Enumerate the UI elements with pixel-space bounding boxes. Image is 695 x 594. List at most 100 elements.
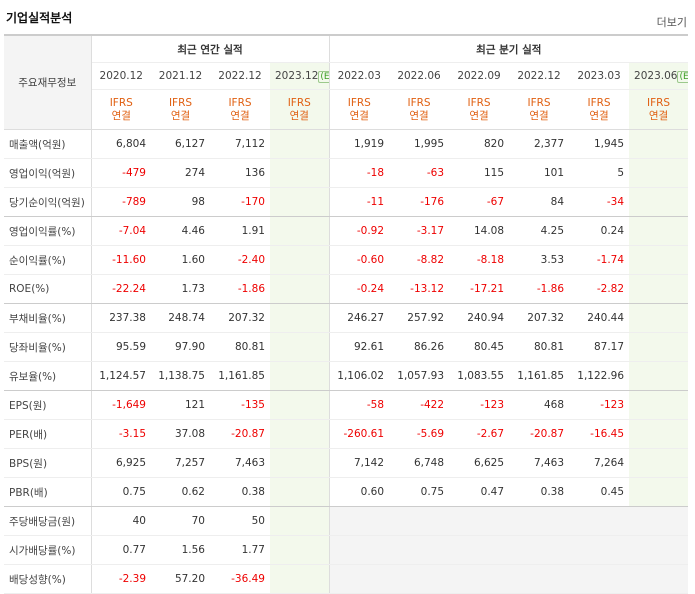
value-cell: 246.27 (328, 303, 390, 333)
period: 2022.12 (517, 70, 561, 82)
value-cell: -2.82 (569, 274, 630, 304)
financial-table: 주요재무정보 최근 연간 실적 최근 분기 실적 2020.12 2021.12 2022… (4, 34, 689, 594)
period: 2023.12 (275, 70, 319, 82)
value-cell: 1,161.85 (210, 361, 270, 391)
row-label: 유보율(%) (4, 361, 92, 391)
value-cell (270, 129, 330, 159)
value-cell: 2,377 (509, 129, 570, 159)
value-cell: -8.18 (449, 245, 510, 275)
row-label: 당기순이익(억원) (4, 187, 92, 217)
value-cell: 1,945 (569, 129, 630, 159)
value-cell: 207.32 (210, 303, 270, 333)
value-cell: -170 (210, 187, 270, 217)
value-cell (270, 216, 330, 246)
standard: IFRS (587, 96, 611, 109)
value-cell: 95.59 (91, 332, 151, 362)
value-cell (270, 535, 330, 565)
value-cell: 1,995 (389, 129, 450, 159)
value-cell (270, 332, 330, 362)
data-row: 당기순이익(억원) -789 98 -170 -11 -176 -67 84 -34 (4, 187, 689, 217)
value-cell: 5 (569, 158, 630, 188)
standard: IFRS (646, 96, 671, 109)
data-row: 부채비율(%) 237.38 248.74 207.32 246.27 257.92 240… (4, 303, 689, 333)
value-cell (569, 535, 630, 565)
value-cell: -1.74 (569, 245, 630, 275)
value-cell: -3.15 (91, 419, 151, 449)
value-cell: -8.82 (389, 245, 450, 275)
basis: 연결 (589, 109, 609, 122)
period: 2021.12 (158, 70, 203, 82)
value-cell: 4.46 (151, 216, 210, 246)
value-cell: -20.87 (509, 419, 570, 449)
standard-header: IFRS 연결 (389, 89, 450, 130)
data-row: 당좌비율(%) 95.59 97.90 80.81 92.61 86.26 80.45 80.… (4, 332, 689, 362)
group-header: 최근 분기 실적 (328, 34, 689, 63)
value-cell: -1.86 (509, 274, 570, 304)
standard: IFRS (228, 96, 252, 109)
value-cell: -17.21 (449, 274, 510, 304)
value-cell: -7.04 (91, 216, 151, 246)
data-row: 시가배당률(%) 0.77 1.56 1.77 (4, 535, 689, 565)
row-label: 영업이익(억원) (4, 158, 92, 188)
row-label: PBR(배) (4, 477, 92, 507)
value-cell: 4.25 (509, 216, 570, 246)
value-cell: -36.49 (210, 564, 270, 594)
value-cell (629, 187, 689, 217)
value-cell: -260.61 (328, 419, 390, 449)
period-header: 2021.12 (151, 62, 210, 90)
standard-header: IFRS 연결 (509, 89, 570, 130)
period: 2022.03 (337, 70, 381, 82)
value-cell: 0.38 (509, 477, 570, 507)
value-cell: 80.45 (449, 332, 510, 362)
value-cell (629, 158, 689, 188)
value-cell (270, 303, 330, 333)
period-header: 2023.06(E) (629, 62, 689, 90)
standard-header: IFRS 연결 (569, 89, 630, 130)
data-row: 매출액(억원) 6,804 6,127 7,112 1,919 1,995 820 2,377… (4, 129, 689, 159)
value-cell: 7,463 (210, 448, 270, 478)
value-cell: 0.47 (449, 477, 510, 507)
standard: IFRS (527, 96, 551, 109)
value-cell: -2.67 (449, 419, 510, 449)
value-cell (629, 245, 689, 275)
section-title: 기업실적분석 (6, 11, 73, 25)
basis: 연결 (469, 109, 489, 122)
corner-cell: 주요재무정보 (4, 34, 92, 130)
value-cell (389, 535, 450, 565)
value-cell: -11 (328, 187, 390, 217)
value-cell: 0.75 (389, 477, 450, 507)
value-cell: 1.56 (151, 535, 210, 565)
value-cell: -0.92 (328, 216, 390, 246)
period: 2023.03 (577, 70, 621, 82)
standard: IFRS (467, 96, 491, 109)
basis: 연결 (409, 109, 429, 122)
value-cell: 1.60 (151, 245, 210, 275)
value-cell: -16.45 (569, 419, 630, 449)
value-cell (509, 506, 570, 536)
value-cell: -1,649 (91, 390, 151, 420)
standard-row: IFRS 연결 IFRS 연결 IFRS 연결 IFRS 연결 IFRS 연결 IFRS 연결 IFRS… (4, 89, 689, 130)
standard: IFRS (347, 96, 371, 109)
basis: 연결 (170, 109, 191, 122)
value-cell: -2.40 (210, 245, 270, 275)
row-label: 시가배당률(%) (4, 535, 92, 565)
value-cell (449, 506, 510, 536)
value-cell: 274 (151, 158, 210, 188)
standard-header: IFRS 연결 (629, 89, 689, 130)
value-cell: 1,124.57 (91, 361, 151, 391)
standard-header: IFRS 연결 (91, 89, 151, 130)
value-cell: 87.17 (569, 332, 630, 362)
value-cell: 0.24 (569, 216, 630, 246)
value-cell: -67 (449, 187, 510, 217)
period-header: 2022.12 (509, 62, 570, 90)
standard-header: IFRS 연결 (270, 89, 330, 130)
value-cell: 1,057.93 (389, 361, 450, 391)
value-cell: 101 (509, 158, 570, 188)
row-label: 부채비율(%) (4, 303, 92, 333)
value-cell: 14.08 (449, 216, 510, 246)
value-cell: -5.69 (389, 419, 450, 449)
value-cell: 70 (151, 506, 210, 536)
more-link[interactable]: 더보기 (656, 16, 687, 29)
value-cell: 1,919 (328, 129, 390, 159)
row-label: 순이익률(%) (4, 245, 92, 275)
